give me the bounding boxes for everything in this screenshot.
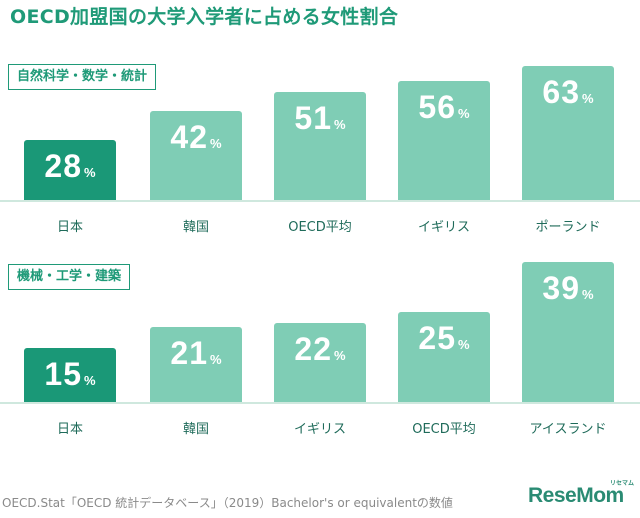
category-label: 韓国 — [182, 220, 209, 235]
value-number: 21 — [170, 335, 209, 371]
category-label: 日本 — [56, 422, 83, 437]
panel-engineering: 機械・工学・建築 15% 日本 21% 韓国 22% イギリス 25% OECD平均 39% アイ… — [0, 262, 640, 464]
data-label: 56% — [384, 89, 504, 126]
logo-text: ReseMom — [528, 484, 624, 507]
value-unit: % — [334, 348, 346, 363]
data-label: 63% — [508, 74, 628, 111]
resemom-logo: ReseMom リセマム — [528, 481, 634, 508]
data-label: 22% — [260, 331, 380, 368]
value-unit: % — [582, 91, 594, 106]
bar — [522, 66, 614, 200]
value-unit: % — [458, 106, 470, 121]
value-unit: % — [210, 352, 222, 367]
chart-title: OECD加盟国の大学入学者に占める女性割合 — [10, 6, 399, 28]
data-label: 39% — [508, 270, 628, 307]
bar — [398, 81, 490, 200]
value-unit: % — [334, 117, 346, 132]
category-label: ポーランド — [535, 220, 601, 235]
category-label: イギリス — [417, 220, 470, 235]
bar — [24, 348, 116, 402]
source-note: OECD.Stat「OECD 統計データベース」（2019）Bachelor's… — [2, 496, 453, 510]
bar — [274, 92, 366, 200]
bar — [274, 323, 366, 402]
value-number: 63 — [542, 74, 581, 110]
value-number: 22 — [294, 331, 333, 367]
bar — [150, 327, 242, 402]
panel-science: 自然科学・数学・統計 28% 日本 42% 韓国 51% OECD平均 56% イギリス 63%… — [0, 64, 640, 264]
data-label: 21% — [136, 335, 256, 372]
bar — [150, 111, 242, 200]
value-number: 39 — [542, 270, 581, 306]
bar — [522, 262, 614, 402]
data-label: 15% — [10, 356, 130, 393]
data-label: 25% — [384, 320, 504, 357]
value-number: 28 — [44, 148, 83, 184]
value-number: 51 — [294, 100, 333, 136]
value-unit: % — [84, 373, 96, 388]
value-unit: % — [84, 165, 96, 180]
category-label: OECD平均 — [288, 220, 352, 235]
data-label: 42% — [136, 119, 256, 156]
value-unit: % — [210, 136, 222, 151]
baseline — [0, 200, 640, 202]
category-label: 日本 — [56, 220, 83, 235]
data-label: 51% — [260, 100, 380, 137]
value-unit: % — [582, 287, 594, 302]
value-number: 56 — [418, 89, 457, 125]
panel-label-science: 自然科学・数学・統計 — [8, 64, 157, 90]
value-number: 42 — [170, 119, 209, 155]
bar — [24, 140, 116, 200]
bar — [398, 312, 490, 402]
baseline — [0, 402, 640, 404]
value-number: 25 — [418, 320, 457, 356]
logo-ruby: リセマム — [610, 481, 635, 487]
category-label: OECD平均 — [412, 422, 476, 437]
category-label: アイスランド — [529, 422, 607, 437]
category-label: 韓国 — [182, 422, 209, 437]
panel-label-engineering: 機械・工学・建築 — [8, 264, 131, 290]
value-unit: % — [458, 337, 470, 352]
value-number: 15 — [44, 356, 83, 392]
category-label: イギリス — [293, 422, 346, 437]
data-label: 28% — [10, 148, 130, 185]
